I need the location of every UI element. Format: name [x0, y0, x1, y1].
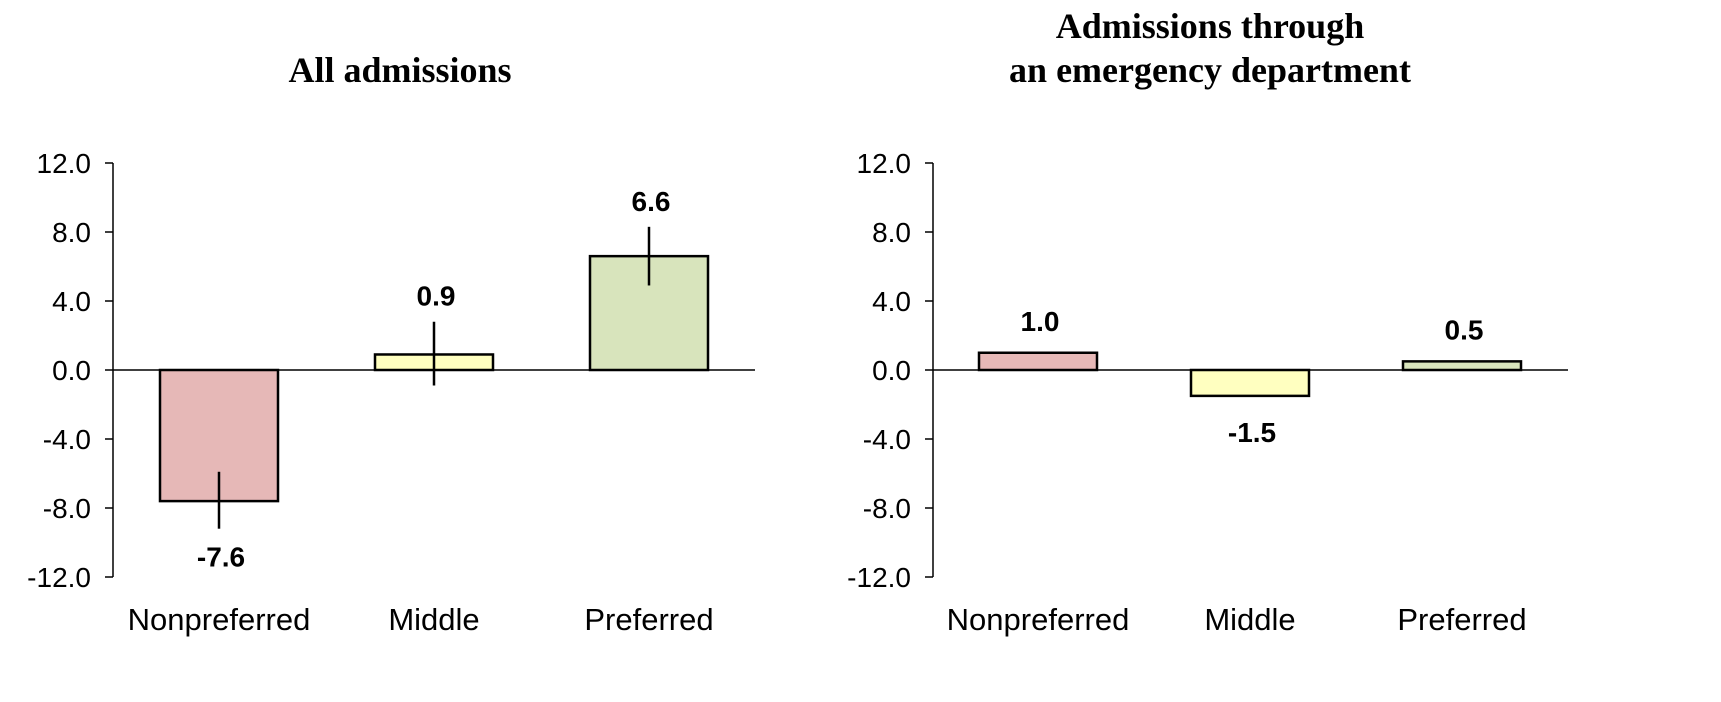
data-label: 1.0 [1021, 306, 1060, 337]
y-tick-label: -8.0 [43, 493, 91, 524]
y-tick-label: 8.0 [872, 217, 911, 248]
category-label: Nonpreferred [947, 602, 1130, 637]
y-tick-label: 0.0 [52, 355, 91, 386]
y-tick-label: 12.0 [37, 148, 92, 179]
data-label: 0.9 [417, 281, 456, 312]
y-tick-label: -12.0 [847, 562, 911, 593]
data-label: 6.6 [632, 186, 671, 217]
data-label: 0.5 [1445, 314, 1484, 345]
bar-nonpreferred [977, 351, 1099, 372]
bar-middle [1189, 368, 1311, 398]
bar-preferred [1401, 360, 1523, 372]
data-label: -7.6 [197, 542, 245, 573]
y-tick-label: 4.0 [52, 286, 91, 317]
y-tick-label: -12.0 [27, 562, 91, 593]
chart-title-all-admissions: All admissions [288, 50, 512, 90]
category-label: Preferred [584, 602, 713, 637]
category-label: Middle [388, 602, 479, 637]
y-tick-label: -4.0 [43, 424, 91, 455]
chart-title-emergency-admissions: Admissions through an emergency departme… [1009, 6, 1411, 90]
y-tick-label: 8.0 [52, 217, 91, 248]
y-tick-label: -4.0 [863, 424, 911, 455]
y-tick-label: 0.0 [872, 355, 911, 386]
category-label: Middle [1204, 602, 1295, 637]
data-label: -1.5 [1228, 417, 1276, 448]
y-tick-label: -8.0 [863, 493, 911, 524]
y-tick-label: 12.0 [857, 148, 912, 179]
category-label: Preferred [1397, 602, 1526, 637]
y-tick-label: 4.0 [872, 286, 911, 317]
category-label: Nonpreferred [128, 602, 311, 637]
